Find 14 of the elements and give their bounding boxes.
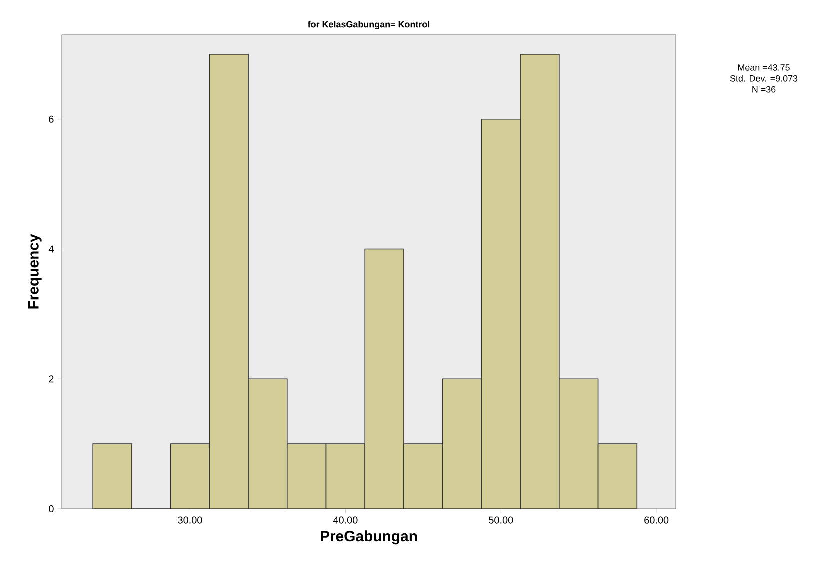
y-tick-label: 6 <box>49 116 54 123</box>
chart-title: for KelasGabungan= Kontrol <box>308 21 430 30</box>
text: N =36 <box>752 86 776 93</box>
y-tick-label: 0 <box>49 505 54 513</box>
x-tick-label: 50.00 <box>489 516 514 524</box>
x-axis-title: PreGabungan <box>321 530 418 545</box>
x-tick-label: 60.00 <box>644 516 669 524</box>
x-tick-label: 40.00 <box>333 516 358 524</box>
y-tick-label: 4 <box>48 246 54 253</box>
text: Std. Dev. =9.073 <box>730 75 798 82</box>
x-tick-label: 30.00 <box>178 516 202 524</box>
text: Mean =43.75 <box>738 64 790 71</box>
y-tick-label: 2 <box>49 376 54 383</box>
y-axis-title: Frequency <box>28 234 42 309</box>
